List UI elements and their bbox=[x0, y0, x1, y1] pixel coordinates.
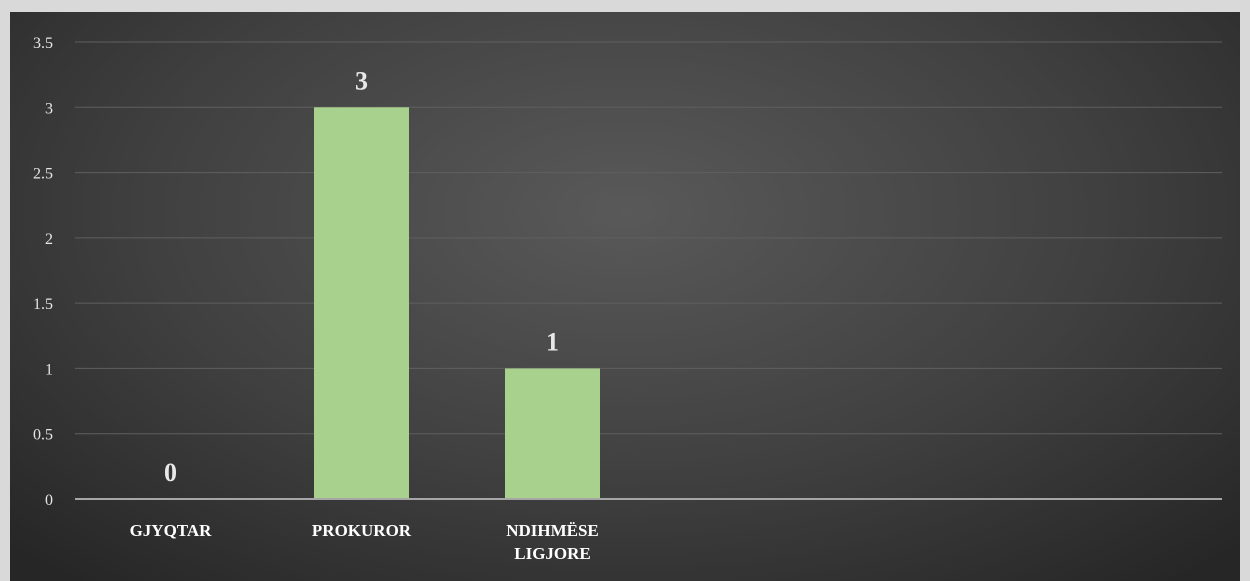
y-axis-ticks: 0 0.5 1 1.5 2 2.5 3 3.5 bbox=[33, 35, 53, 509]
data-label: 3 bbox=[355, 66, 368, 95]
bar bbox=[505, 368, 600, 499]
y-tick-label: 0 bbox=[45, 492, 53, 509]
bar bbox=[314, 107, 409, 500]
data-label: 0 bbox=[164, 458, 177, 487]
gridlines bbox=[75, 41, 1222, 435]
category-label: NDIHMËSE bbox=[506, 521, 599, 540]
y-tick-label: 1 bbox=[45, 361, 53, 378]
y-tick-label: 1.5 bbox=[33, 296, 53, 313]
chart-frame: 0 0.5 1 1.5 2 2.5 3 3.5 0 3 1 GJYQTAR PROKUROR NDIH… bbox=[10, 12, 1240, 581]
y-tick-label: 0.5 bbox=[33, 427, 53, 444]
data-label: 1 bbox=[546, 327, 559, 356]
category-label: GJYQTAR bbox=[130, 521, 213, 540]
category-label: PROKUROR bbox=[312, 521, 412, 540]
y-tick-label: 3.5 bbox=[33, 35, 53, 52]
bar-chart: 0 0.5 1 1.5 2 2.5 3 3.5 0 3 1 GJYQTAR PROKUROR NDIH… bbox=[33, 35, 1222, 563]
category-labels: GJYQTAR PROKUROR NDIHMËSE LIGJORE bbox=[130, 521, 599, 563]
y-tick-label: 2 bbox=[45, 231, 53, 248]
data-labels: 0 3 1 bbox=[164, 66, 559, 487]
y-tick-label: 3 bbox=[45, 100, 53, 117]
bars bbox=[314, 107, 600, 500]
y-tick-label: 2.5 bbox=[33, 166, 53, 183]
category-label: LIGJORE bbox=[514, 544, 591, 563]
